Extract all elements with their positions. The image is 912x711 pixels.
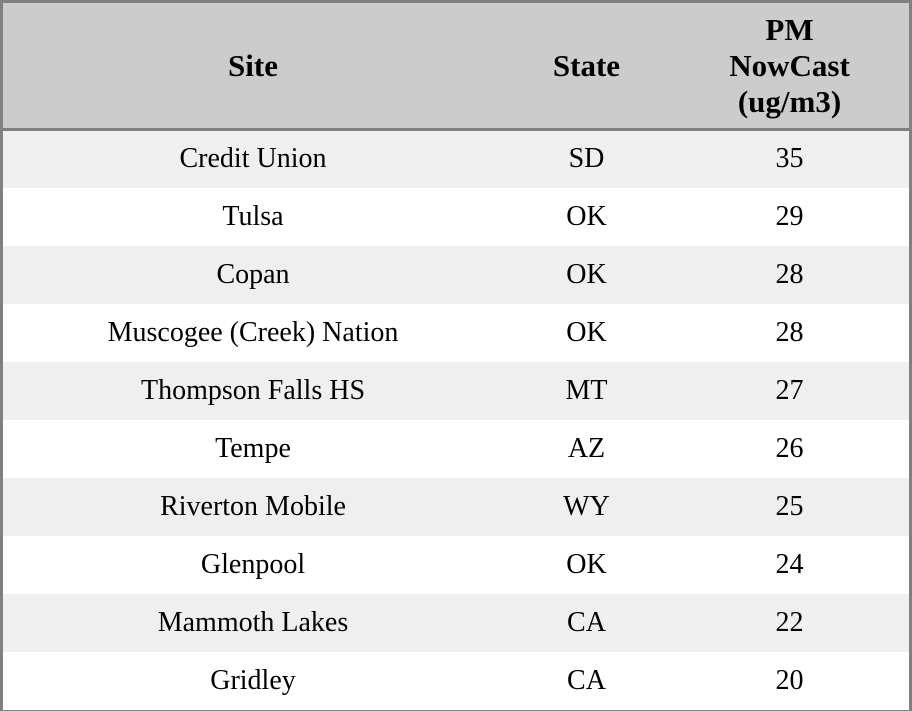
cell-state: OK: [566, 316, 607, 348]
cell-site: Mammoth Lakes: [157, 606, 349, 638]
cell-site: Riverton Mobile: [160, 490, 346, 522]
table-row: Riverton Mobile WY 25: [3, 477, 909, 536]
column-header-site[interactable]: Site: [3, 3, 503, 131]
cell-pm-nowcast: 29: [775, 200, 804, 232]
cell-pm-nowcast: 28: [775, 316, 804, 348]
table-row: Muscogee (Creek) Nation OK 28: [3, 303, 909, 362]
cell-site: Glenpool: [200, 548, 306, 580]
cell-site: Gridley: [210, 664, 296, 696]
table-row: Thompson Falls HS MT 27: [3, 361, 909, 420]
pm-nowcast-table: Site State PM NowCast (ug/m3) Credit Uni…: [3, 3, 909, 710]
table-row: Credit Union SD 35: [3, 129, 909, 188]
cell-state: CA: [567, 606, 606, 638]
cell-pm-nowcast: 22: [775, 606, 804, 638]
cell-site: Credit Union: [179, 143, 327, 175]
cell-state: SD: [568, 143, 605, 175]
cell-state: CA: [567, 664, 606, 696]
table-row: Tulsa OK 29: [3, 187, 909, 246]
table-row: Gridley CA 20: [3, 651, 909, 710]
cell-site: Muscogee (Creek) Nation: [107, 316, 399, 348]
cell-site: Copan: [216, 258, 290, 290]
column-header-pm-nowcast[interactable]: PM NowCast (ug/m3): [670, 3, 909, 131]
cell-state: OK: [566, 200, 607, 232]
table-row: Copan OK 28: [3, 245, 909, 304]
table-body: Credit Union SD 35 Tulsa OK 29 Copan OK 28 Muscog…: [3, 129, 909, 710]
cell-site: Tulsa: [222, 200, 284, 232]
cell-state: OK: [566, 548, 607, 580]
column-header-state[interactable]: State: [503, 3, 670, 131]
table-row: Mammoth Lakes CA 22: [3, 593, 909, 652]
cell-state: MT: [565, 374, 608, 406]
cell-state: WY: [563, 490, 610, 522]
table-row: Tempe AZ 26: [3, 419, 909, 478]
cell-site: Tempe: [215, 432, 291, 464]
cell-pm-nowcast: 26: [775, 432, 804, 464]
cell-pm-nowcast: 27: [775, 374, 804, 406]
cell-pm-nowcast: 35: [775, 143, 804, 175]
table-header: Site State PM NowCast (ug/m3): [3, 3, 909, 131]
cell-pm-nowcast: 28: [775, 258, 804, 290]
cell-state: AZ: [567, 432, 606, 464]
cell-pm-nowcast: 25: [775, 490, 804, 522]
table-row: Glenpool OK 24: [3, 535, 909, 594]
cell-site: Thompson Falls HS: [140, 374, 366, 406]
cell-state: OK: [566, 258, 607, 290]
table-header-row: Site State PM NowCast (ug/m3): [3, 3, 909, 131]
cell-pm-nowcast: 20: [775, 664, 804, 696]
cell-pm-nowcast: 24: [775, 548, 804, 580]
